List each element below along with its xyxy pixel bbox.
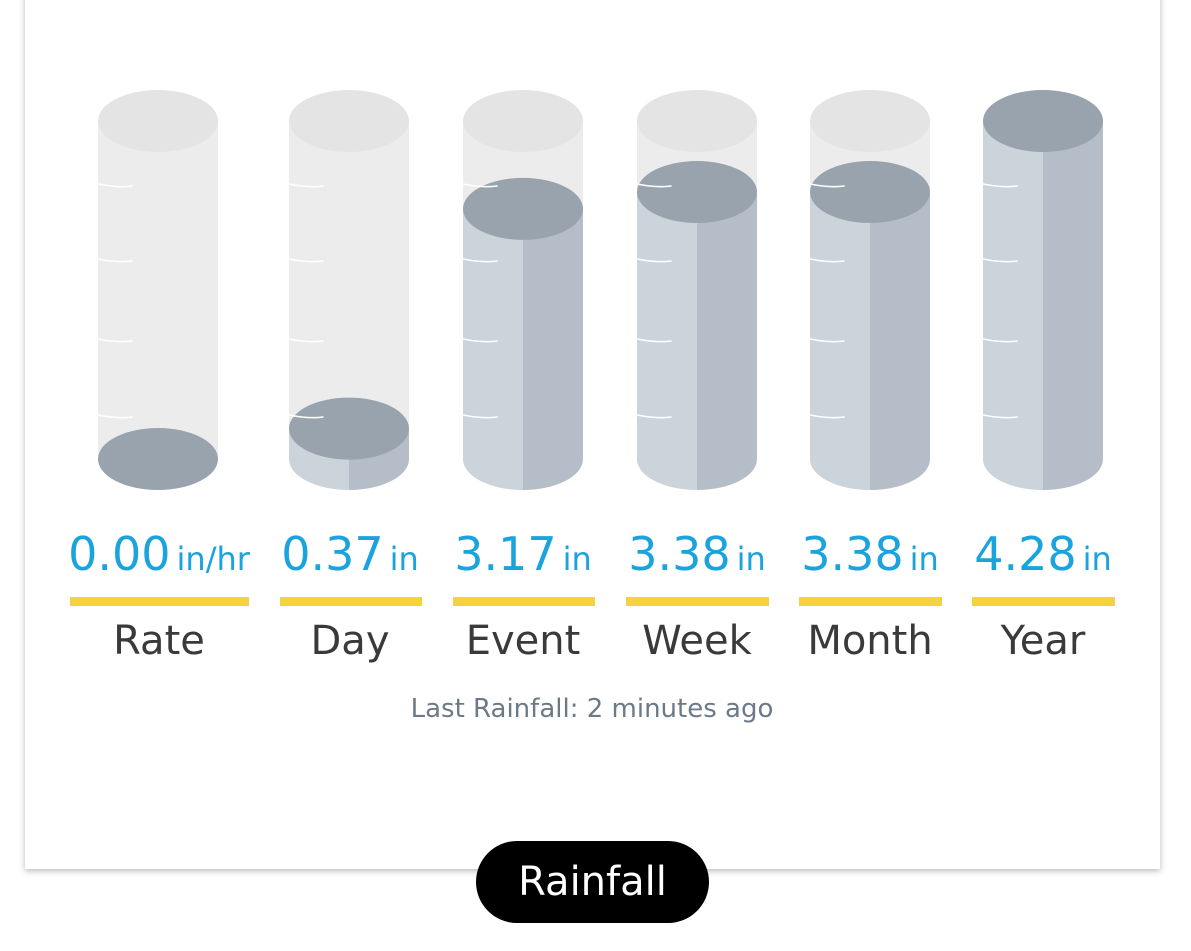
gauge-event-value: 3.17 in [454,527,592,581]
gauge-event-tube-top [463,90,583,152]
value-unit: in [562,540,592,578]
gauge-day-water-surface [289,397,409,460]
value-unit: in [389,540,419,578]
gauge-rate-underline [70,597,249,606]
gauge-event-label: Event [465,618,581,664]
value-number: 0.37 [281,527,384,581]
gauge-rate-tube-top [98,90,218,152]
gauge-event-water-surface [463,177,583,240]
gauge-day-tube [289,121,409,490]
gauge-week-tick-1 [636,183,672,188]
gauge-event-tick-2 [462,258,498,263]
gauge-event-tick-3 [462,338,498,343]
gauge-event-water-front [463,208,523,490]
gauge-month-tube-top [810,90,930,152]
gauge-week-water-surface [637,160,757,223]
gauge-rate-tube [98,121,218,490]
gauge-year-water-surface [983,90,1103,152]
gauge-week-water-side [697,191,757,491]
gauge-month-tick-1 [809,183,845,188]
rainfall-title-pill[interactable]: Rainfall [476,841,709,923]
gauge-rate-water-surface [98,428,218,490]
value-unit: in/hr [176,540,250,578]
gauge-week-tick-4 [636,414,672,419]
gauge-week-tube-top [637,90,757,152]
gauge-event-underline [453,597,595,606]
gauge-rate-label: Rate [113,618,205,664]
gauge-month-label: Month [807,618,933,664]
value-number: 3.38 [801,527,904,581]
gauge-week-value: 3.38 in [628,527,766,581]
gauge-day-label: Day [310,618,390,664]
gauge-month-value: 3.38 in [801,527,939,581]
gauge-day-underline [280,597,422,606]
gauge-rate-tick-3 [97,338,133,343]
gauge-year-tick-4 [982,414,1018,419]
gauge-event-water-side [523,208,583,490]
gauge-month-tick-4 [809,414,845,419]
gauge-year-water-side [1043,121,1103,490]
gauge-rate-tick-2 [97,258,133,263]
gauge-year-label: Year [1000,618,1086,664]
gauge-day-tick-3 [288,338,324,343]
value-unit: in [1082,540,1112,578]
gauge-rate-tick-1 [97,183,133,188]
gauge-rate-tick-4 [97,414,133,419]
gauge-year-tick-3 [982,338,1018,343]
gauge-year-underline [972,597,1115,606]
value-number: 0.00 [68,527,171,581]
value-number: 3.17 [454,527,557,581]
value-unit: in [909,540,939,578]
gauge-month-tick-3 [809,338,845,343]
gauge-week-tick-2 [636,258,672,263]
value-number: 3.38 [628,527,731,581]
value-number: 4.28 [974,527,1077,581]
gauge-day-tick-4 [288,414,324,419]
gauge-month-underline [799,597,942,606]
gauge-rate-value: 0.00 in/hr [68,527,250,581]
gauge-year-tick-1 [982,183,1018,188]
gauge-event-tick-4 [462,414,498,419]
gauge-day-tube-top [289,90,409,152]
gauge-month-tick-2 [809,258,845,263]
gauge-event-tick-1 [462,183,498,188]
gauge-day-tick-2 [288,258,324,263]
gauge-month-water-side [870,191,930,491]
gauge-year-tick-2 [982,258,1018,263]
gauge-day-value: 0.37 in [281,527,419,581]
gauge-month-water-surface [810,160,930,223]
gauge-year-value: 4.28 in [974,527,1112,581]
last-rainfall-text: Last Rainfall: 2 minutes ago [410,694,774,724]
gauge-week-label: Week [642,618,752,664]
value-unit: in [736,540,766,578]
gauge-week-tick-3 [636,338,672,343]
gauge-year-water-front [983,121,1043,490]
gauge-week-underline [626,597,769,606]
gauge-day-tick-1 [288,183,324,188]
